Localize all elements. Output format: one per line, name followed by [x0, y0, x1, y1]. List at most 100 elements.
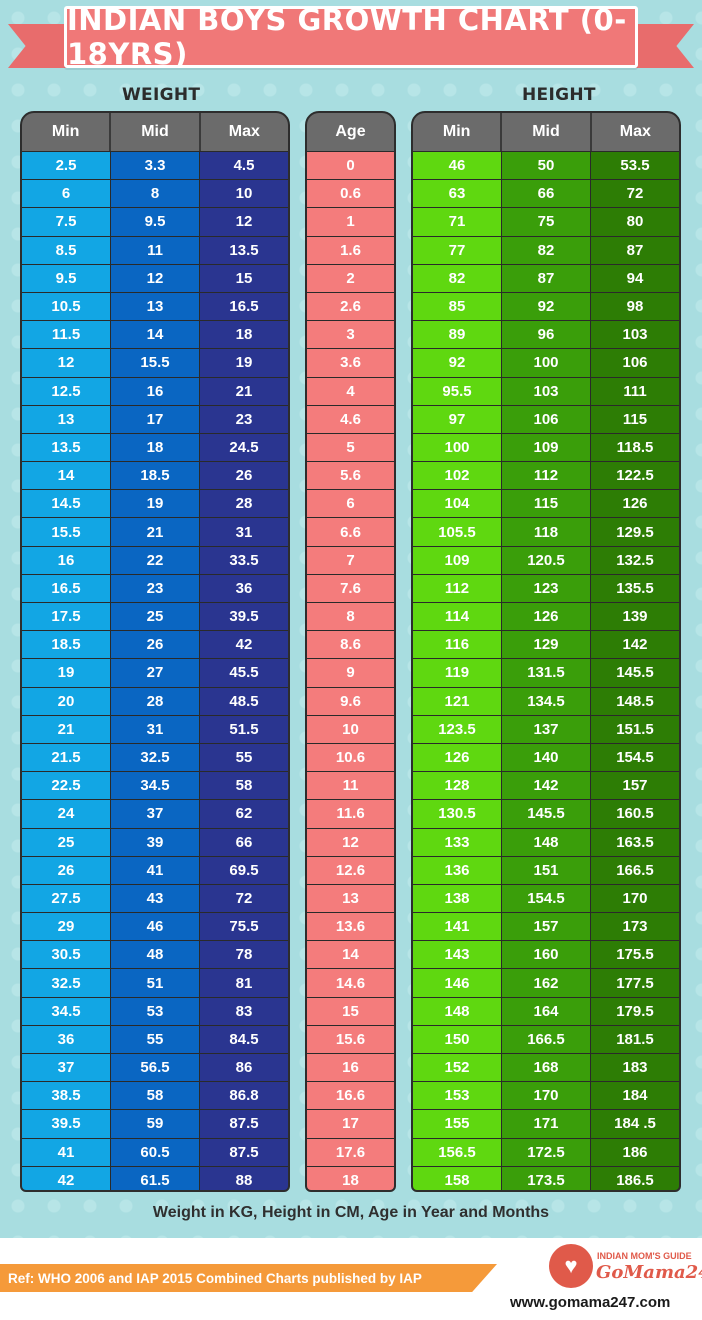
height-min-cell: 104 — [413, 490, 502, 518]
height-mid-header: Mid — [502, 113, 592, 151]
age-row: 17.6 — [307, 1137, 394, 1166]
age-cell: 6 — [307, 490, 394, 518]
weight-max-header: Max — [228, 123, 260, 140]
weight-max-cell: 75.5 — [200, 913, 288, 941]
weight-max-cell: 83 — [200, 997, 288, 1025]
weight-row: 13 17 23 — [22, 404, 288, 433]
height-mid-cell: 160 — [502, 941, 591, 969]
height-mid-cell: 100 — [502, 349, 591, 377]
height-max-cell: 132.5 — [591, 546, 679, 574]
weight-row: 11.5 14 18 — [22, 320, 288, 349]
height-min-cell: 141 — [413, 913, 502, 941]
weight-mid-cell: 28 — [111, 687, 200, 715]
weight-mid-cell: 58 — [111, 1082, 200, 1110]
height-mid-cell: 112 — [502, 462, 591, 490]
website-link[interactable]: www.gomama247.com — [510, 1294, 671, 1311]
weight-max-cell: 66 — [200, 828, 288, 856]
weight-row: 16 22 33.5 — [22, 545, 288, 574]
weight-row: 42 61.5 88 — [22, 1165, 288, 1190]
age-row: 6 — [307, 489, 394, 518]
age-cell: 2.6 — [307, 292, 394, 321]
weight-header-row: Min Mid Max — [22, 113, 288, 151]
height-row: 105.5 118 129.5 — [413, 517, 679, 546]
age-row: 15.6 — [307, 1024, 394, 1053]
weight-min-cell: 16.5 — [22, 574, 111, 602]
weight-min-cell: 34.5 — [22, 997, 111, 1025]
height-table: Min Mid Max 46 50 53.5 63 66 72 71 75 80 77 82 87 82… — [411, 111, 681, 1192]
weight-min-cell: 20 — [22, 687, 111, 715]
height-row: 126 140 154.5 — [413, 742, 679, 772]
weight-max-cell: 87.5 — [200, 1138, 288, 1166]
weight-mid-cell: 18.5 — [111, 462, 200, 490]
age-cell: 0 — [307, 152, 394, 180]
age-row: 2.6 — [307, 291, 394, 321]
weight-max-cell: 45.5 — [200, 659, 288, 687]
age-row: 1 — [307, 207, 394, 236]
weight-mid-cell: 41 — [111, 856, 200, 884]
weight-mid-cell: 13 — [111, 292, 200, 321]
weight-min-header: Min — [22, 113, 112, 151]
height-row: 153 170 184 — [413, 1081, 679, 1110]
weight-min-cell: 14.5 — [22, 490, 111, 518]
age-row: 7 — [307, 545, 394, 574]
weight-min-cell: 18.5 — [22, 631, 111, 659]
weight-min-cell: 15.5 — [22, 518, 111, 546]
age-row: 11 — [307, 771, 394, 800]
age-cell: 15 — [307, 997, 394, 1025]
height-max-cell: 184 — [591, 1082, 679, 1110]
height-mid-cell: 137 — [502, 715, 591, 743]
height-max-cell: 115 — [591, 405, 679, 433]
weight-max-cell: 23 — [200, 405, 288, 433]
height-min-cell: 158 — [413, 1166, 502, 1190]
banner-box: INDIAN BOYS GROWTH CHART (0-18YRS) — [64, 3, 638, 71]
weight-row: 24 37 62 — [22, 799, 288, 828]
height-max-cell: 142 — [591, 631, 679, 659]
height-row: 156.5 172.5 186 — [413, 1137, 679, 1166]
weight-mid-cell: 11 — [111, 236, 200, 264]
weight-mid-cell: 16 — [111, 377, 200, 405]
age-cell: 14.6 — [307, 969, 394, 997]
age-row: 8 — [307, 602, 394, 631]
height-min-cell: 130.5 — [413, 800, 502, 828]
weight-min-cell: 13 — [22, 405, 111, 433]
weight-mid-cell: 14 — [111, 321, 200, 349]
height-mid-cell: 131.5 — [502, 659, 591, 687]
weight-max-cell: 62 — [200, 800, 288, 828]
weight-row: 10.5 13 16.5 — [22, 291, 288, 321]
age-row: 14 — [307, 940, 394, 969]
height-row: 133 148 163.5 — [413, 827, 679, 856]
age-row: 5.6 — [307, 461, 394, 490]
height-min-cell: 123.5 — [413, 715, 502, 743]
height-min-cell: 82 — [413, 264, 502, 292]
height-mid-cell: 129 — [502, 631, 591, 659]
weight-max-cell: 48.5 — [200, 687, 288, 715]
weight-min-cell: 12.5 — [22, 377, 111, 405]
height-mid-cell: 96 — [502, 321, 591, 349]
weight-row: 16.5 23 36 — [22, 573, 288, 602]
height-mid-cell: 170 — [502, 1082, 591, 1110]
height-mid-cell: 134.5 — [502, 687, 591, 715]
weight-row: 14.5 19 28 — [22, 489, 288, 518]
height-min-cell: 126 — [413, 743, 502, 772]
weight-mid-cell: 18 — [111, 433, 200, 462]
height-max-cell: 126 — [591, 490, 679, 518]
weight-mid-cell: 61.5 — [111, 1166, 200, 1190]
height-max-cell: 118.5 — [591, 433, 679, 462]
age-cell: 9 — [307, 659, 394, 687]
height-row: 85 92 98 — [413, 291, 679, 321]
age-cell: 5.6 — [307, 462, 394, 490]
height-mid-cell: 92 — [502, 292, 591, 321]
height-row: 114 126 139 — [413, 602, 679, 631]
weight-max-cell: 36 — [200, 574, 288, 602]
weight-max-cell: 86.8 — [200, 1082, 288, 1110]
weight-mid-cell: 60.5 — [111, 1138, 200, 1166]
height-row: 143 160 175.5 — [413, 940, 679, 969]
height-max-cell: 183 — [591, 1054, 679, 1082]
height-mid-cell: 118 — [502, 518, 591, 546]
age-cell: 17.6 — [307, 1138, 394, 1166]
height-mid-cell: 106 — [502, 405, 591, 433]
age-cell: 10 — [307, 715, 394, 743]
weight-max-cell: 19 — [200, 349, 288, 377]
age-cell: 9.6 — [307, 687, 394, 715]
weight-max-cell: 10 — [200, 180, 288, 208]
